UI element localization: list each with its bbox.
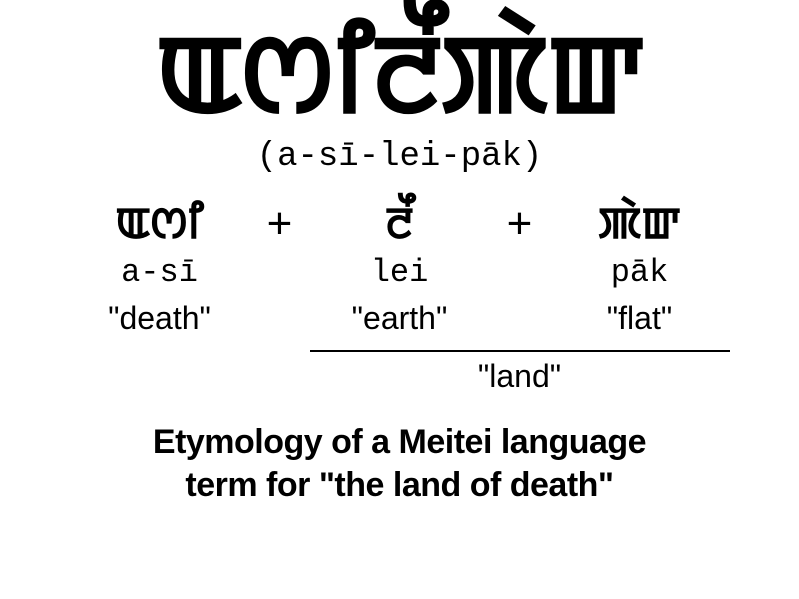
part-native-1: ꯂꯩ	[310, 198, 490, 251]
compound-gloss: "land"	[310, 358, 730, 395]
part-native-0: ꯑꯁꯤ	[70, 198, 250, 251]
separator-0: +	[250, 198, 310, 251]
part-translit-1: lei	[310, 251, 490, 296]
part-native-2: ꯄꯥꯛ	[550, 198, 730, 251]
caption-line-1: Etymology of a Meitei language	[153, 421, 646, 464]
compound-underline: "land"	[310, 350, 730, 395]
morpheme-grid: ꯑꯁꯤ + ꯂꯩ + ꯄꯥꯛ a-sī lei pāk "death" "ear…	[70, 198, 730, 395]
part-gloss-1: "earth"	[310, 296, 490, 341]
caption: Etymology of a Meitei language term for …	[153, 421, 646, 506]
part-translit-0: a-sī	[70, 251, 250, 296]
caption-line-2: term for "the land of death"	[153, 464, 646, 507]
part-gloss-0: "death"	[70, 296, 250, 341]
main-native-word: ꯑꯁꯤꯂꯩꯄꯥꯛ	[156, 20, 644, 130]
part-translit-2: pāk	[550, 251, 730, 296]
main-transliteration: (a-sī-lei-pāk)	[257, 138, 543, 176]
separator-1: +	[490, 198, 550, 251]
part-gloss-2: "flat"	[550, 296, 730, 341]
